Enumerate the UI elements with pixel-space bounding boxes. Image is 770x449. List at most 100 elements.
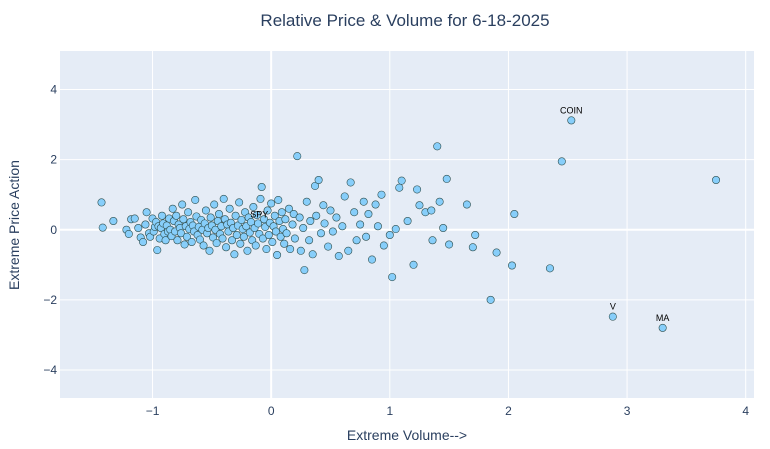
data-point[interactable] [158, 211, 167, 220]
data-point[interactable] [172, 211, 181, 220]
data-point[interactable] [109, 216, 118, 225]
data-point[interactable] [305, 236, 314, 245]
data-point[interactable] [209, 233, 218, 242]
data-point[interactable] [293, 152, 302, 161]
data-point[interactable] [195, 235, 204, 244]
data-point[interactable] [567, 116, 576, 125]
data-point[interactable] [268, 238, 277, 247]
data-point[interactable] [288, 220, 297, 229]
data-point[interactable] [385, 231, 394, 240]
data-point[interactable] [260, 215, 269, 224]
data-point[interactable] [262, 245, 271, 254]
data-point[interactable] [228, 236, 237, 245]
data-point[interactable] [338, 222, 347, 231]
data-point[interactable] [124, 229, 133, 238]
data-point[interactable] [299, 224, 308, 233]
data-point[interactable] [178, 200, 187, 209]
data-point[interactable] [270, 211, 279, 220]
data-point[interactable] [179, 215, 188, 224]
data-point[interactable] [222, 243, 231, 252]
data-point[interactable] [332, 213, 341, 222]
data-point[interactable] [254, 219, 263, 228]
data-point[interactable] [286, 245, 295, 254]
data-point[interactable] [281, 215, 290, 224]
data-point[interactable] [545, 264, 554, 273]
data-point[interactable] [273, 250, 282, 259]
data-point[interactable] [373, 222, 382, 231]
data-point[interactable] [409, 260, 418, 269]
data-point[interactable] [97, 198, 106, 207]
data-point[interactable] [258, 234, 267, 243]
data-point[interactable] [435, 197, 444, 206]
data-point[interactable] [257, 182, 266, 191]
data-point[interactable] [274, 195, 283, 204]
data-point[interactable] [316, 229, 325, 238]
data-point[interactable] [608, 312, 617, 321]
data-point[interactable] [276, 232, 285, 241]
data-point[interactable] [218, 234, 227, 243]
data-point[interactable] [350, 208, 359, 217]
data-point[interactable] [256, 194, 265, 203]
data-point[interactable] [141, 220, 150, 229]
data-point[interactable] [379, 241, 388, 250]
data-point[interactable] [184, 208, 193, 217]
data-point[interactable] [492, 248, 501, 257]
data-point[interactable] [334, 252, 343, 261]
data-point[interactable] [433, 142, 442, 151]
data-point[interactable] [252, 211, 261, 220]
data-point[interactable] [311, 181, 320, 190]
data-point[interactable] [201, 206, 210, 215]
data-point[interactable] [282, 229, 291, 238]
data-point[interactable] [237, 215, 246, 224]
data-point[interactable] [302, 197, 311, 206]
data-point[interactable] [356, 220, 365, 229]
data-point[interactable] [462, 200, 471, 209]
data-point[interactable] [177, 229, 186, 238]
data-point[interactable] [290, 234, 299, 243]
data-point[interactable] [471, 231, 480, 240]
data-point[interactable] [219, 194, 228, 203]
data-point[interactable] [314, 175, 323, 184]
data-point[interactable] [161, 236, 170, 245]
data-point[interactable] [168, 204, 177, 213]
data-point[interactable] [210, 200, 219, 209]
data-point[interactable] [388, 273, 397, 282]
data-point[interactable] [251, 241, 260, 250]
data-point[interactable] [239, 232, 248, 241]
data-point[interactable] [199, 241, 208, 250]
data-point[interactable] [182, 232, 191, 241]
data-point[interactable] [312, 211, 321, 220]
data-point[interactable] [415, 201, 424, 210]
data-point[interactable] [395, 183, 404, 192]
data-point[interactable] [284, 204, 293, 213]
data-point[interactable] [344, 246, 353, 255]
data-point[interactable] [364, 209, 373, 218]
data-point[interactable] [557, 157, 566, 166]
data-point[interactable] [658, 323, 667, 332]
data-point[interactable] [230, 250, 239, 259]
data-point[interactable] [368, 255, 377, 264]
data-point[interactable] [267, 199, 276, 208]
data-point[interactable] [507, 261, 516, 270]
data-point[interactable] [225, 204, 234, 213]
data-point[interactable] [142, 208, 151, 217]
data-point[interactable] [352, 236, 361, 245]
data-point[interactable] [249, 202, 258, 211]
data-point[interactable] [180, 240, 189, 249]
data-point[interactable] [712, 175, 721, 184]
data-point[interactable] [427, 206, 436, 215]
data-point[interactable] [300, 266, 309, 275]
data-point[interactable] [289, 209, 298, 218]
data-point[interactable] [232, 231, 241, 240]
data-point[interactable] [134, 224, 143, 233]
data-point[interactable] [173, 236, 182, 245]
data-point[interactable] [191, 195, 200, 204]
data-point[interactable] [187, 238, 196, 247]
data-point[interactable] [205, 246, 214, 255]
data-point[interactable] [324, 242, 333, 251]
data-point[interactable] [263, 206, 272, 215]
data-point[interactable] [130, 214, 139, 223]
data-point[interactable] [308, 250, 317, 259]
data-point[interactable] [306, 216, 315, 225]
data-point[interactable] [236, 239, 245, 248]
